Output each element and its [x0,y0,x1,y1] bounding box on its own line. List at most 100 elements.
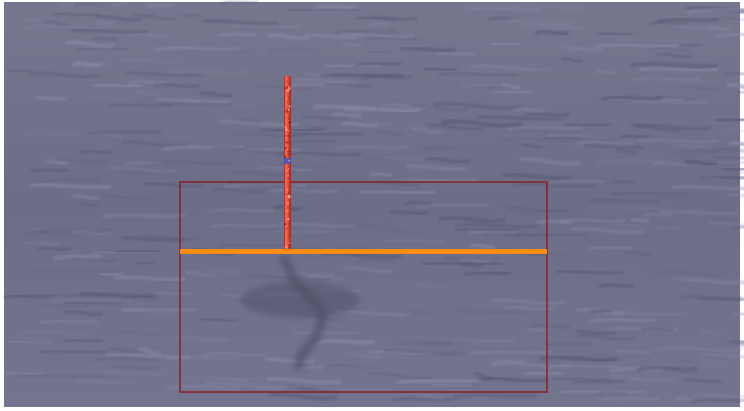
wave-ripple [286,132,363,137]
wave-ripple [342,267,394,273]
wave-ripple [700,330,723,335]
wave-ripple [63,309,104,317]
wave-ripple [659,359,701,363]
wave-ripple [671,185,744,191]
wave-ripple [526,111,571,117]
wave-ripple [102,133,122,138]
pole-speckle [287,205,289,207]
wave-ripple [499,138,580,142]
wave-ripple [85,129,162,136]
wave-ripple [45,158,107,163]
wave-ripple [679,43,703,48]
wave-ripple [14,331,97,336]
wave-ripple [672,396,695,403]
wave-ripple [409,104,469,112]
wave-ripple [720,129,744,133]
wave-ripple [677,155,698,159]
wave-ripple [105,347,139,354]
wave-ripple [639,66,718,73]
wave-ripple [612,348,652,355]
pole-speckle [287,194,291,198]
wave-ripple [196,357,237,362]
wave-ripple [259,127,282,133]
wave-ripple [700,176,744,180]
wave-ripple [19,132,79,137]
wave-ripple [452,392,538,400]
wave-ripple [290,139,337,145]
wave-ripple [513,182,597,189]
wave-ripple [506,125,583,132]
wave-ripple [52,254,102,261]
wave-ripple [79,291,156,299]
wave-ripple [588,353,616,358]
wave-ripple [706,24,731,32]
wave-ripple [404,200,432,206]
wave-ripple [460,257,491,263]
wave-ripple [587,206,671,210]
wave-ripple [421,261,503,266]
wave-ripple [230,24,302,29]
wave-ripple [551,377,611,382]
pole-speckle [288,178,291,180]
wave-ripple [602,224,683,229]
wave-ripple [343,353,382,359]
pole-speckle [288,105,291,108]
wave-ripple [725,340,744,345]
wave-ripple [71,257,118,263]
wave-ripple [404,311,431,315]
wave-ripple [631,76,702,82]
wave-ripple [340,32,415,39]
waterline-marker [180,249,547,254]
wave-ripple [97,370,164,376]
wave-ripple [693,394,744,398]
wave-ripple [658,270,725,277]
wave-ripple [615,148,638,156]
wave-ripple [237,118,262,124]
wave-ripple [727,192,744,198]
pole-speckle [288,246,291,249]
wave-ripple [304,72,333,78]
pole-speckle [285,128,288,131]
wave-ripple [713,17,744,21]
wave-ripple [588,245,632,251]
wave-ripple [598,282,635,289]
wave-ripple [98,194,153,200]
wave-ripple [436,51,476,57]
wave-ripple [636,139,719,144]
wave-ripple [177,336,228,342]
wave-ripple [356,16,418,21]
wave-ripple [375,131,403,135]
wave-ripple [603,310,687,317]
wave-ripple [546,133,614,140]
wave-ripple [312,386,394,393]
wave-ripple [206,208,276,214]
wave-ripple [261,164,327,170]
wave-ripple [115,330,161,336]
wave-ripple [468,65,552,71]
wave-ripple [43,158,69,166]
pole-speckle [284,194,286,196]
wave-ripple [156,98,231,104]
wave-ripple [610,374,640,379]
wave-ripple [28,71,100,79]
wave-ripple [410,127,442,134]
pole-speckle [286,148,289,150]
wave-ripple [73,2,112,7]
wave-ripple [354,61,402,68]
wave-ripple [39,319,98,324]
wave-ripple [467,229,517,235]
wave-ripple [268,48,317,53]
wave-ripple [576,141,635,145]
wave-ripple [494,90,532,95]
wave-ripple [106,103,172,108]
wave-ripple [711,147,744,153]
wave-ripple [431,383,472,388]
wave-ripple [267,391,339,401]
wave-ripple [36,246,72,252]
wave-ripple [714,32,744,39]
pole-speckle [287,217,290,221]
wave-ripple [640,327,674,332]
wave-ripple [163,145,243,151]
wave-ripple [469,350,552,355]
pole-speckle [286,81,288,83]
